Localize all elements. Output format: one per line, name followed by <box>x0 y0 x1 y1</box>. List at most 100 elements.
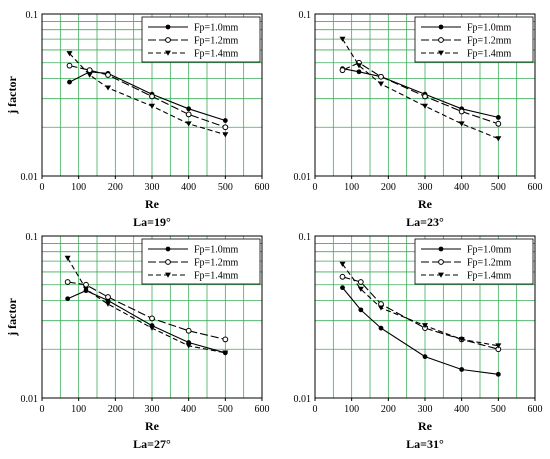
data-point <box>422 323 428 329</box>
legend-label: Fp=1.2mm <box>467 36 511 47</box>
x-tick-label: 200 <box>381 404 396 415</box>
legend-label: Fp=1.2mm <box>194 258 238 269</box>
series-3 <box>339 36 502 142</box>
x-tick-label: 200 <box>108 404 123 415</box>
data-point <box>165 37 171 43</box>
data-point <box>64 279 71 285</box>
x-tick-label: 400 <box>454 182 469 193</box>
data-point <box>438 50 444 56</box>
x-tick-label: 0 <box>40 182 45 193</box>
x-tick-label: 400 <box>454 404 469 415</box>
series-line <box>69 71 226 122</box>
data-point <box>66 62 73 69</box>
data-point <box>66 51 73 57</box>
data-point <box>165 259 171 265</box>
legend-label: Fp=1.0mm <box>194 23 238 34</box>
data-point <box>459 367 465 372</box>
x-tick-label: 600 <box>528 182 543 193</box>
x-tick-label: 400 <box>181 404 196 415</box>
chart-panel-3: 0 100 200 300 400 500 600 0.01 0.1 j factor Re La=2… <box>5 232 270 451</box>
series-line <box>67 281 226 340</box>
data-point <box>378 325 384 331</box>
data-point <box>86 67 93 74</box>
x-axis-title: Re <box>418 419 433 433</box>
data-point <box>185 327 192 334</box>
data-point <box>378 73 384 80</box>
panel-caption: La=19° <box>133 215 171 229</box>
data-point <box>495 371 501 377</box>
data-point <box>357 286 364 292</box>
data-point <box>495 136 502 142</box>
data-point <box>378 81 384 87</box>
data-point <box>67 79 72 85</box>
y-tick-label: 0.01 <box>294 172 312 183</box>
series-1 <box>340 285 501 377</box>
data-point <box>222 118 228 123</box>
data-point <box>356 63 362 69</box>
legend: Fp=1.0mm Fp=1.2mm Fp=1.4mm <box>141 16 261 63</box>
x-tick-label: 400 <box>181 182 196 193</box>
series-3 <box>64 255 229 356</box>
data-point <box>105 85 111 91</box>
series-line <box>342 38 499 140</box>
panel-caption: La=23° <box>406 215 444 229</box>
x-tick-label: 200 <box>108 182 123 193</box>
data-point <box>185 111 192 118</box>
series-1 <box>340 66 501 120</box>
data-point <box>438 246 444 252</box>
x-tick-label: 300 <box>145 404 160 415</box>
y-tick-label: 0.01 <box>294 394 312 405</box>
x-tick-label: 100 <box>71 404 86 415</box>
data-point <box>165 50 171 56</box>
data-point <box>165 272 171 278</box>
x-tick-label: 500 <box>491 182 506 193</box>
chart-panel-4: 0 100 200 300 400 500 600 0.01 0.1 Re La=31° Fp=1.0… <box>294 232 543 451</box>
data-point <box>458 121 465 127</box>
data-point <box>105 72 111 78</box>
x-tick-label: 0 <box>313 404 318 415</box>
series-line <box>69 65 226 128</box>
legend: Fp=1.0mm Fp=1.2mm Fp=1.4mm <box>414 238 534 285</box>
legend-label: Fp=1.0mm <box>467 23 511 34</box>
y-tick-label: 0.1 <box>299 10 312 21</box>
data-point <box>339 261 346 267</box>
legend: Fp=1.0mm Fp=1.2mm Fp=1.4mm <box>414 16 534 63</box>
series-2 <box>64 279 229 343</box>
x-tick-label: 0 <box>40 404 45 415</box>
x-tick-label: 600 <box>528 404 543 415</box>
x-tick-label: 500 <box>218 182 233 193</box>
data-point <box>458 337 465 343</box>
legend-label: Fp=1.0mm <box>467 245 511 256</box>
y-tick-label: 0.01 <box>21 394 39 405</box>
data-point <box>185 343 192 349</box>
series-3 <box>66 51 229 138</box>
y-tick-label: 0.1 <box>26 10 39 21</box>
data-point <box>64 255 71 261</box>
chart-panel-2: 0 100 200 300 400 500 600 0.01 0.1 Re La=23° Fp=1.0… <box>294 10 543 229</box>
x-tick-label: 200 <box>381 182 396 193</box>
data-point <box>495 343 502 349</box>
series-line <box>342 68 499 118</box>
data-point <box>422 354 428 360</box>
panel-caption: La=27° <box>133 437 171 451</box>
data-point <box>149 103 155 109</box>
data-point <box>422 103 428 109</box>
series-3 <box>339 261 502 349</box>
chart-panel-1: 0 100 200 300 400 500 600 0.01 0.1 j factor Re La=1… <box>5 10 270 229</box>
panel-caption: La=31° <box>406 437 444 451</box>
x-tick-label: 100 <box>71 182 86 193</box>
x-tick-label: 300 <box>418 404 433 415</box>
data-point <box>86 72 93 78</box>
y-tick-label: 0.1 <box>26 232 39 243</box>
data-point <box>339 273 346 280</box>
x-tick-label: 500 <box>218 404 233 415</box>
data-point <box>105 294 111 300</box>
legend-label: Fp=1.4mm <box>194 271 238 282</box>
data-point <box>356 69 362 75</box>
x-tick-label: 300 <box>418 182 433 193</box>
data-point <box>378 305 384 311</box>
data-point <box>165 24 171 30</box>
x-tick-label: 0 <box>313 182 318 193</box>
data-point <box>495 120 502 127</box>
x-tick-label: 500 <box>491 404 506 415</box>
